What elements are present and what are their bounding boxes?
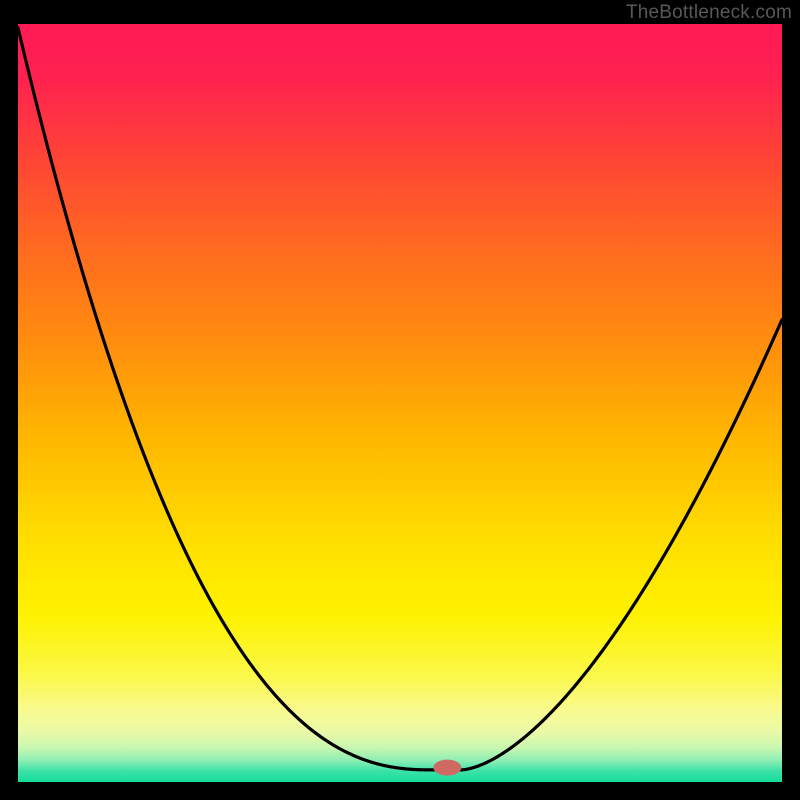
chart-wrapper: TheBottleneck.com <box>0 0 800 800</box>
bottleneck-curve-chart <box>0 0 800 800</box>
plot-gradient-background <box>18 24 782 782</box>
optimum-marker <box>433 760 461 776</box>
watermark-label: TheBottleneck.com <box>626 2 792 24</box>
